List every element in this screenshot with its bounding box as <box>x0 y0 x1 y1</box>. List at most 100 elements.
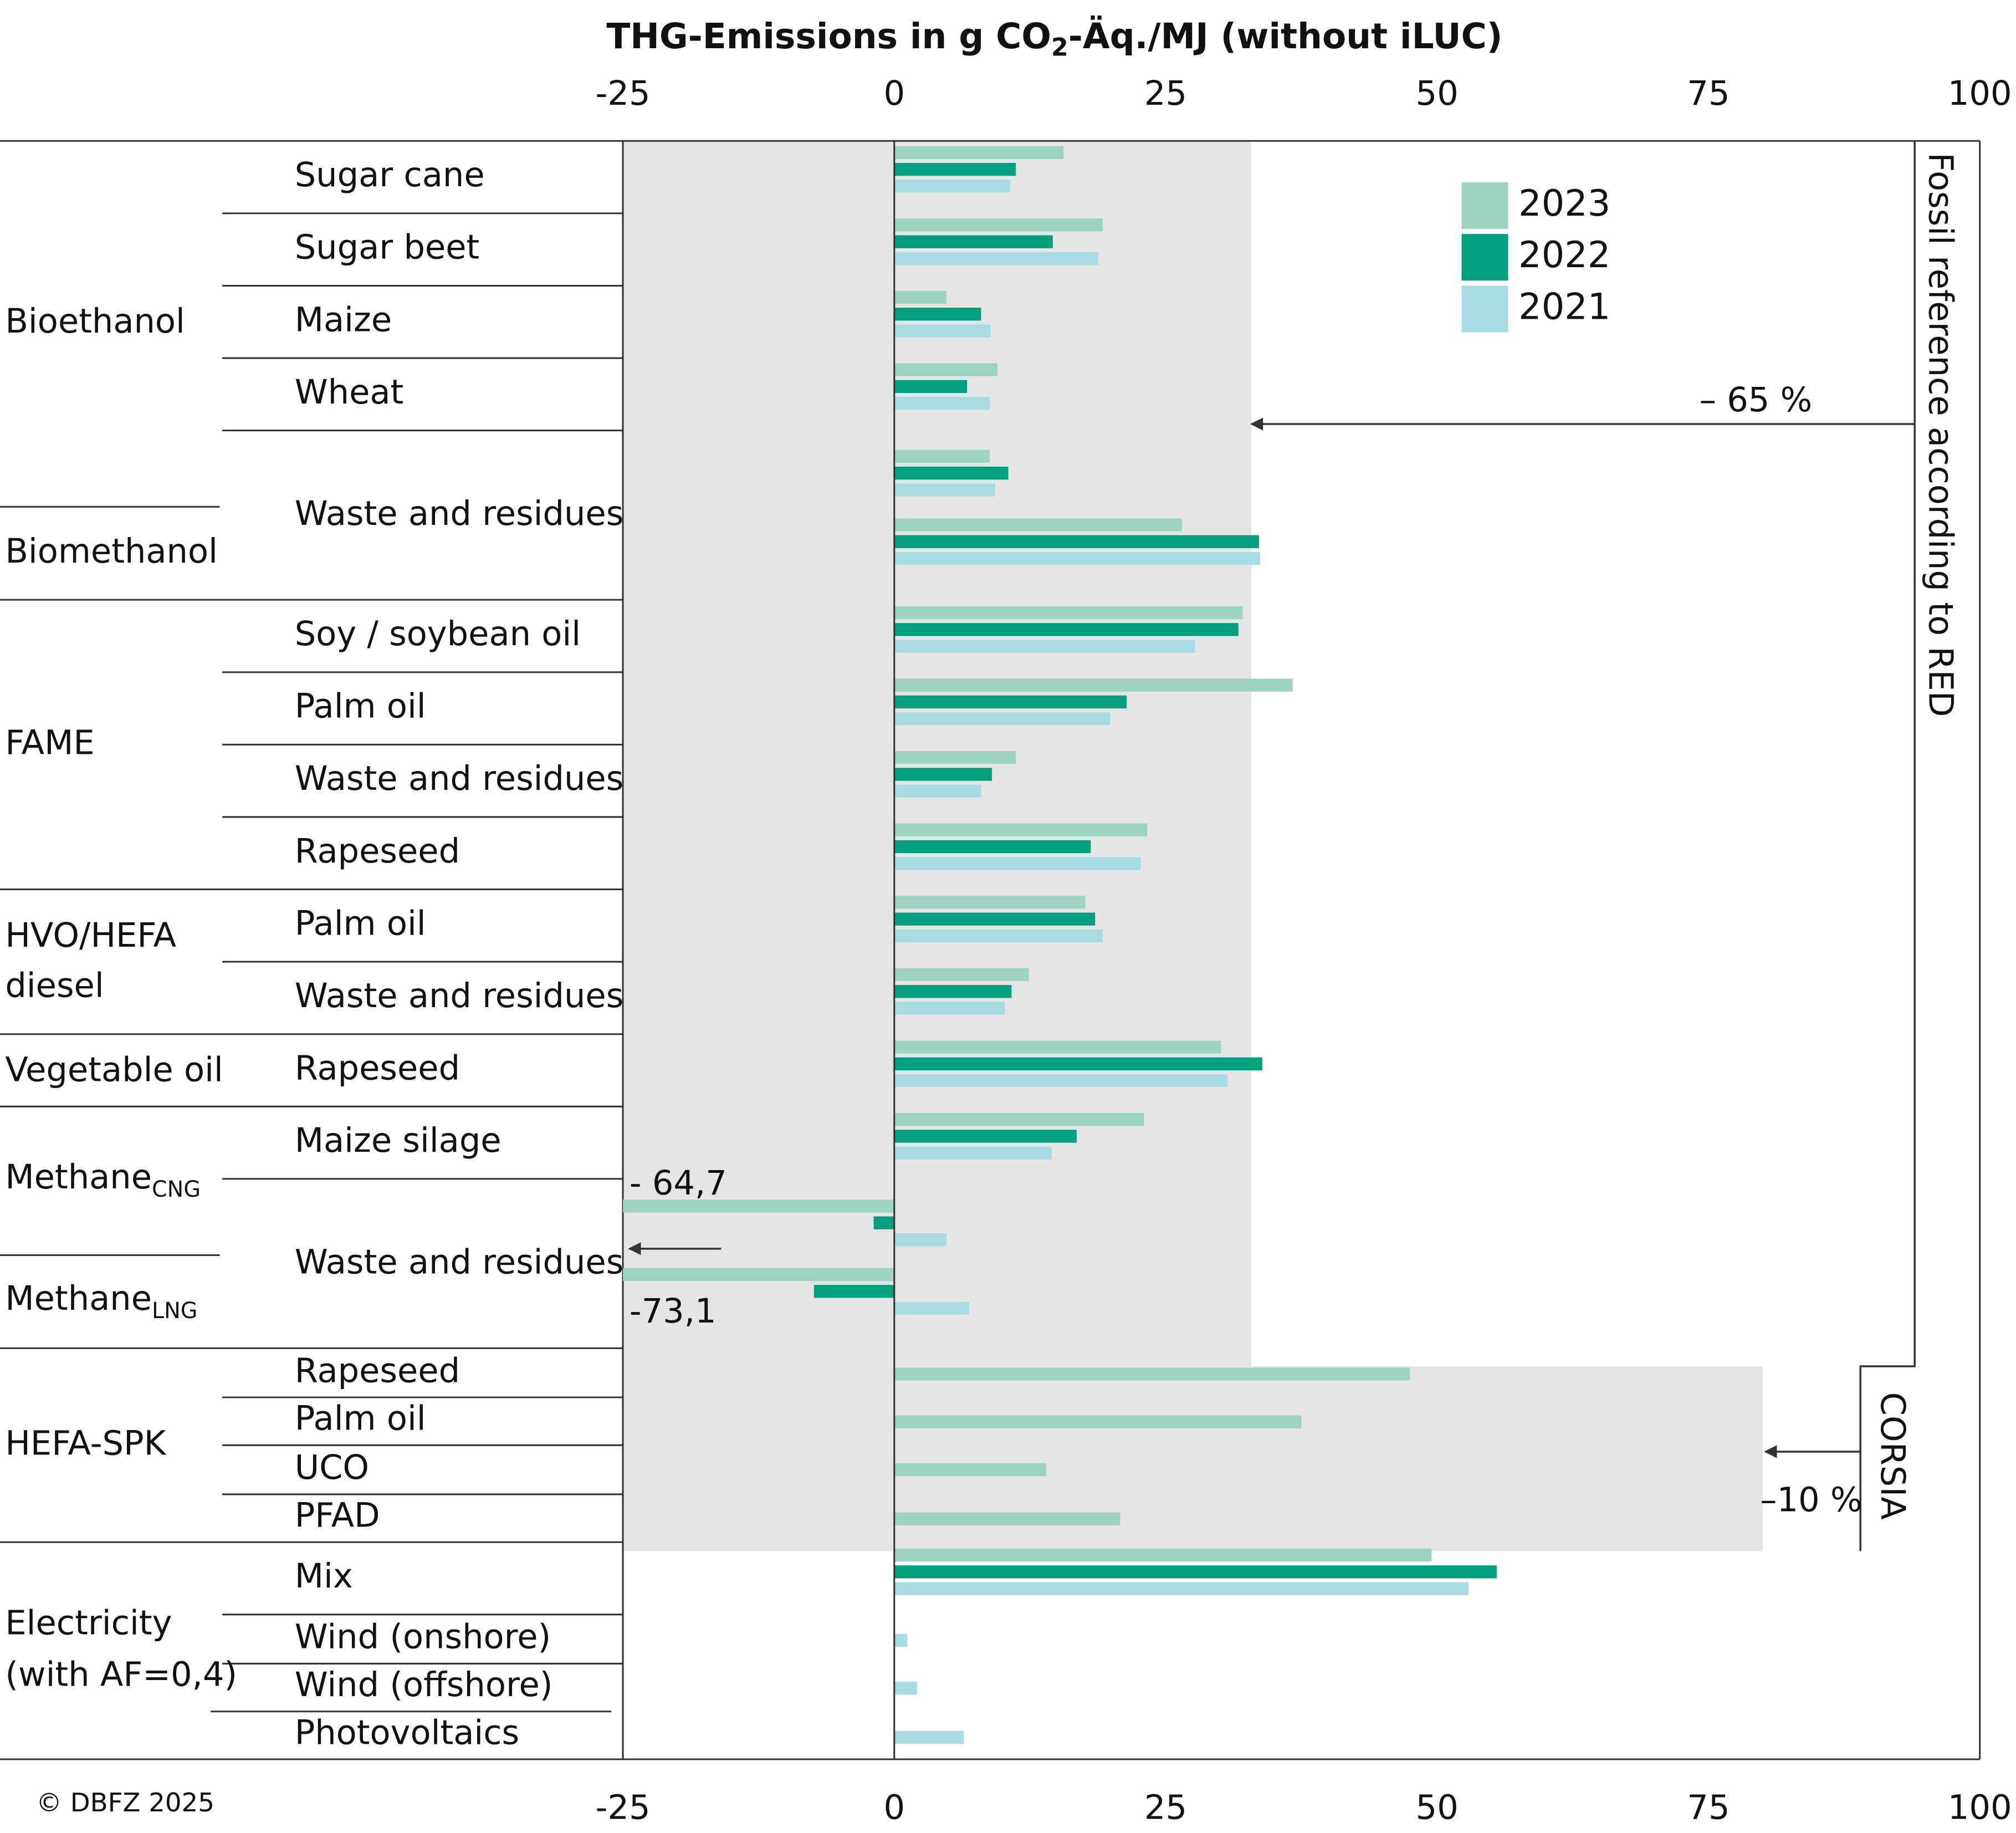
category-label: Maize silage <box>295 1121 502 1160</box>
title-subscript: 2 <box>1051 34 1068 62</box>
group-label: Bioethanol <box>5 302 185 341</box>
red-threshold-label: – 65 % <box>1700 381 1813 420</box>
category-label: Sugar cane <box>295 156 485 195</box>
title-part: THG-Emissions in g CO <box>606 16 1051 57</box>
x-tick-label: 25 <box>1144 74 1187 113</box>
table-lines <box>0 140 1981 1760</box>
category-label: Rapeseed <box>295 832 460 871</box>
value-label: -73,1 <box>630 1292 717 1331</box>
category-label: Palm oil <box>295 687 426 726</box>
bar <box>894 397 990 410</box>
bar <box>894 712 1111 726</box>
x-tick-label: 0 <box>883 74 905 113</box>
group-label: HVO/HEFA <box>5 916 176 954</box>
bar <box>894 929 1103 943</box>
bar <box>894 1233 946 1247</box>
x-tick-label: 50 <box>1416 1789 1459 1827</box>
bar <box>894 1367 1410 1381</box>
legend-label: 2023 <box>1518 182 1610 224</box>
bar <box>894 146 1064 159</box>
bar <box>894 968 1029 982</box>
x-tick-label: 100 <box>1948 74 2012 113</box>
group-label-text: Electricity <box>5 1604 172 1642</box>
bar <box>894 290 946 304</box>
bar <box>894 640 1195 653</box>
category-label: Soy / soybean oil <box>295 615 581 653</box>
bar <box>894 1130 1077 1143</box>
category-label: Waste and residues <box>295 494 624 533</box>
fossil-reference-line <box>1859 141 1916 1551</box>
title-part: -Äq./MJ (without iLUC) <box>1068 16 1503 57</box>
bar <box>894 252 1099 265</box>
chart-title: THG-Emissions in g CO2-Äq./MJ (without i… <box>606 16 1502 62</box>
bar <box>894 857 1141 870</box>
group-label-subscript: LNG <box>152 1298 197 1324</box>
bar <box>894 606 1243 620</box>
bar <box>894 1682 917 1695</box>
bar <box>894 518 1182 532</box>
group-label-text: Biomethanol <box>5 532 218 571</box>
bar <box>813 1285 894 1298</box>
bar <box>894 840 1091 854</box>
bar <box>623 1199 894 1213</box>
x-tick-label: 50 <box>1416 74 1459 113</box>
group-label-text: Vegetable oil <box>5 1050 223 1089</box>
bar <box>894 784 981 798</box>
bar <box>894 450 990 463</box>
bar <box>894 1633 908 1647</box>
x-tick-label: 100 <box>1948 1789 2012 1827</box>
group-label: (with AF=0,4) <box>5 1655 237 1694</box>
category-label: PFAD <box>295 1496 380 1535</box>
category-label: Wheat <box>295 373 404 412</box>
x-tick-label: -25 <box>596 74 651 113</box>
bar <box>894 1074 1228 1087</box>
bar <box>894 483 995 497</box>
category-label: Wind (offshore) <box>295 1666 553 1704</box>
legend-swatch <box>1461 285 1508 333</box>
bar <box>894 912 1096 926</box>
category-label: Photovoltaics <box>295 1713 519 1752</box>
group-label: diesel <box>5 966 104 1005</box>
group-label: HEFA-SPK <box>5 1424 167 1463</box>
bar <box>894 623 1239 636</box>
bar <box>894 218 1103 232</box>
bar <box>894 1040 1221 1054</box>
bar <box>894 324 991 338</box>
legend-swatch <box>1461 234 1508 281</box>
bar <box>623 1268 894 1281</box>
x-tick-label: 75 <box>1687 1789 1730 1827</box>
bar <box>894 466 1009 480</box>
group-label-text: FAME <box>5 723 94 762</box>
category-label: Waste and residues <box>295 1243 624 1281</box>
category-label: Waste and residues <box>295 759 624 798</box>
legend-label: 2021 <box>1518 285 1610 328</box>
group-label: FAME <box>5 723 94 762</box>
bar <box>894 1582 1469 1595</box>
bar <box>894 308 981 321</box>
bar <box>894 823 1148 836</box>
bar <box>894 1112 1144 1126</box>
category-label: Sugar beet <box>295 228 480 267</box>
bar <box>894 695 1127 709</box>
bar <box>894 1057 1262 1071</box>
group-label-text: Bioethanol <box>5 302 185 341</box>
bar <box>894 1415 1302 1428</box>
category-label: UCO <box>295 1448 369 1487</box>
bar <box>894 768 992 781</box>
group-label: Biomethanol <box>5 532 218 571</box>
bar <box>894 535 1259 548</box>
bar <box>873 1216 894 1229</box>
group-label-text: Methane <box>5 1279 152 1318</box>
shading <box>623 141 1763 1551</box>
group-label-text: (with AF=0,4) <box>5 1655 237 1694</box>
x-tick-label: -25 <box>596 1789 651 1827</box>
corsia-label: CORSIA <box>1873 1392 1912 1520</box>
group-label: Vegetable oil <box>5 1050 223 1089</box>
x-tick-label: 25 <box>1144 1789 1187 1827</box>
category-label: Mix <box>295 1557 353 1596</box>
bar <box>894 552 1260 565</box>
bar <box>894 896 1086 909</box>
bar <box>894 1146 1052 1160</box>
bar <box>894 180 1011 193</box>
